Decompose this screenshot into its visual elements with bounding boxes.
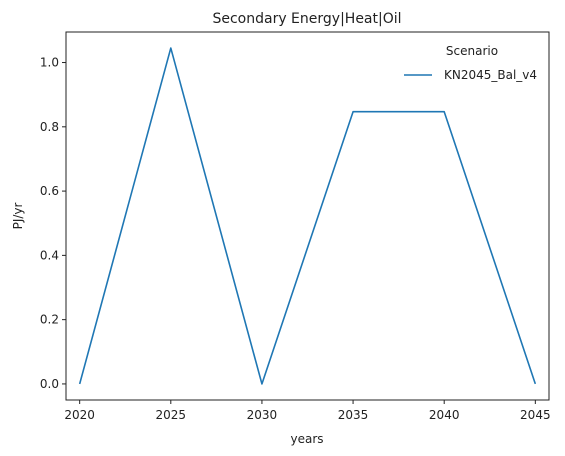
x-tick-label: 2020 bbox=[64, 408, 95, 422]
series-layer bbox=[78, 47, 537, 385]
series-line-0 bbox=[78, 47, 537, 385]
plot-area-frame bbox=[65, 31, 550, 401]
x-tick-label: 2035 bbox=[338, 408, 369, 422]
x-axis: 2020 2025 2030 2035 2040 2045 bbox=[64, 400, 551, 422]
x-tick-label: 2030 bbox=[247, 408, 278, 422]
x-tick-label: 2045 bbox=[520, 408, 551, 422]
y-axis: 0.0 0.2 0.4 0.6 0.8 1.0 bbox=[40, 56, 66, 391]
y-tick-label: 0.0 bbox=[40, 377, 59, 391]
y-axis-label: PJ/yr bbox=[11, 203, 25, 230]
x-tick-label: 2040 bbox=[429, 408, 460, 422]
chart-title: Secondary Energy|Heat|Oil bbox=[212, 11, 401, 27]
y-tick-label: 0.4 bbox=[40, 248, 59, 262]
legend-entry-label: KN2045_Bal_v4 bbox=[444, 68, 537, 82]
y-tick-label: 1.0 bbox=[40, 56, 59, 70]
x-axis-label: years bbox=[290, 432, 323, 446]
x-tick-label: 2025 bbox=[156, 408, 187, 422]
y-tick-label: 0.6 bbox=[40, 184, 59, 198]
legend: Scenario KN2045_Bal_v4 bbox=[404, 44, 537, 82]
legend-title: Scenario bbox=[446, 44, 498, 58]
y-tick-label: 0.8 bbox=[40, 120, 59, 134]
y-tick-label: 0.2 bbox=[40, 313, 59, 327]
